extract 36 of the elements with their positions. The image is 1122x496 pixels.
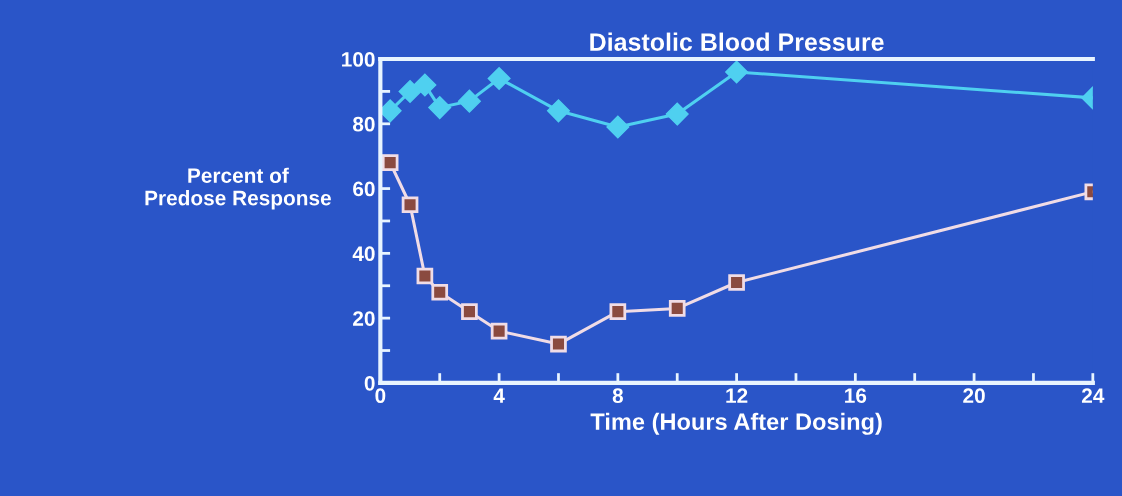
- y-tick-label: 20: [353, 311, 375, 326]
- point: [487, 66, 511, 90]
- y-tick-label: 80: [352, 116, 375, 132]
- y-tick-label: 40: [352, 246, 375, 262]
- point: [609, 303, 627, 320]
- x-tick-label: 16: [845, 388, 867, 404]
- point: [416, 267, 434, 285]
- point: [457, 89, 481, 113]
- point: [728, 274, 745, 291]
- point: [490, 322, 508, 340]
- point: [606, 115, 630, 139]
- x-tick-label: 24: [1081, 388, 1105, 403]
- x-tick-label: 20: [963, 388, 985, 404]
- y-axis-title: Percent of Predose Response: [145, 167, 331, 210]
- chart-title: Diastolic Blood Pressure: [590, 32, 884, 51]
- point: [725, 60, 749, 84]
- y-tick-label: 60: [353, 181, 375, 197]
- point: [431, 283, 449, 301]
- y-tick-label: 0: [364, 375, 375, 391]
- point: [668, 300, 686, 317]
- x-tick-label: 12: [726, 388, 748, 403]
- point: [380, 99, 402, 123]
- point: [665, 102, 689, 126]
- point: [401, 196, 419, 214]
- point: [398, 79, 422, 103]
- point: [413, 73, 437, 97]
- point: [428, 96, 452, 120]
- x-tick-label: 8: [612, 388, 623, 404]
- point: [381, 154, 399, 171]
- y-tick-label: 100: [342, 52, 375, 67]
- x-axis-title: Time (Hours After Dosing): [590, 412, 882, 435]
- x-tick-label: 0: [375, 388, 386, 404]
- x-tick-label: 4: [493, 388, 505, 403]
- point: [546, 99, 570, 123]
- point: [550, 335, 567, 353]
- point: [461, 303, 478, 320]
